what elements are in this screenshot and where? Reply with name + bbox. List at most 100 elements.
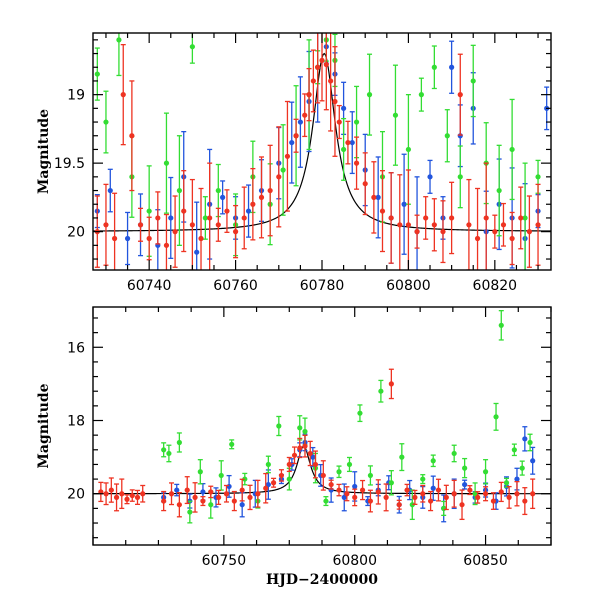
data-point (474, 187, 481, 270)
data-point (108, 477, 114, 503)
data-point (189, 178, 195, 270)
data-point (241, 186, 247, 250)
data-point (430, 454, 436, 468)
data-point (302, 434, 308, 458)
data-point (163, 112, 170, 214)
data-point (216, 489, 222, 506)
data-point (375, 479, 381, 505)
data-point (467, 485, 473, 496)
data-point (375, 156, 381, 239)
data-point (280, 124, 286, 216)
data-point (392, 64, 399, 166)
data-point (215, 207, 221, 242)
data-point (490, 492, 497, 510)
data-point (124, 211, 131, 266)
data-point (493, 402, 499, 431)
data-point (388, 470, 394, 496)
data-point (470, 44, 476, 118)
data-point (174, 483, 180, 497)
data-point (431, 198, 437, 252)
data-point (258, 156, 265, 239)
data-point (353, 136, 360, 190)
y-tick-label: 18 (67, 414, 85, 430)
data-point (414, 214, 420, 249)
data-point (420, 484, 426, 503)
data-point (530, 478, 536, 510)
data-point (349, 111, 355, 175)
data-point (200, 496, 206, 507)
data-layer (93, 310, 551, 524)
data-point (527, 433, 533, 452)
data-point (367, 465, 374, 486)
data-point (315, 33, 321, 104)
data-point (297, 437, 303, 459)
data-point (270, 477, 277, 488)
data-point (328, 33, 334, 132)
data-point (103, 482, 109, 506)
data-point (297, 76, 303, 168)
data-point (404, 483, 410, 497)
data-point (310, 446, 316, 468)
data-point (509, 98, 515, 201)
series-1 (161, 310, 533, 524)
data-point (103, 183, 109, 266)
data-point (312, 450, 319, 479)
y-tick-label: 20 (67, 487, 85, 503)
data-point (449, 181, 455, 255)
data-point (323, 496, 329, 507)
series-2 (94, 33, 541, 270)
data-point (226, 474, 232, 498)
y-tick-label: 19 (67, 88, 85, 104)
data-point (457, 145, 463, 209)
data-point (519, 460, 525, 476)
data-layer (93, 33, 551, 270)
x-tick-label: 60780 (300, 278, 345, 294)
data-point (346, 456, 353, 473)
data-point (359, 479, 366, 501)
data-point (284, 100, 291, 212)
data-point (231, 490, 237, 512)
x-tick-label: 60740 (127, 278, 172, 294)
data-point (146, 216, 152, 261)
data-point (137, 207, 144, 242)
data-point (161, 442, 167, 458)
data-point (239, 491, 245, 518)
data-point (457, 53, 463, 136)
data-point (418, 77, 424, 112)
data-point (344, 486, 350, 502)
data-point (451, 444, 457, 463)
data-point (229, 439, 235, 450)
data-point (522, 162, 528, 270)
data-point (166, 444, 172, 463)
data-point (430, 475, 436, 501)
data-point (530, 446, 536, 475)
x-axis-label: HJD−2400000 (266, 572, 378, 588)
data-point (168, 176, 174, 260)
data-point (202, 196, 208, 240)
data-point (397, 174, 403, 270)
data-point (119, 478, 125, 510)
y-axis-label: Magnitude (36, 109, 52, 194)
data-point (401, 153, 407, 255)
data-point (116, 33, 122, 77)
data-point (134, 489, 141, 506)
data-point (518, 186, 524, 250)
data-point (297, 415, 303, 441)
data-point (184, 476, 190, 505)
y-tick-label: 16 (67, 340, 85, 356)
data-point (265, 455, 271, 474)
data-point (107, 168, 113, 213)
data-point (168, 482, 175, 506)
y-axis-label: Magnitude (36, 383, 52, 468)
data-point (120, 43, 126, 146)
data-point (509, 211, 515, 266)
data-point (396, 499, 402, 510)
data-point (336, 104, 342, 140)
data-point (98, 481, 104, 503)
y-tick-label: 19.5 (54, 156, 85, 172)
data-point (320, 460, 326, 491)
data-point (441, 500, 447, 516)
data-point (187, 500, 193, 524)
data-point (367, 489, 374, 513)
data-point (383, 483, 389, 512)
